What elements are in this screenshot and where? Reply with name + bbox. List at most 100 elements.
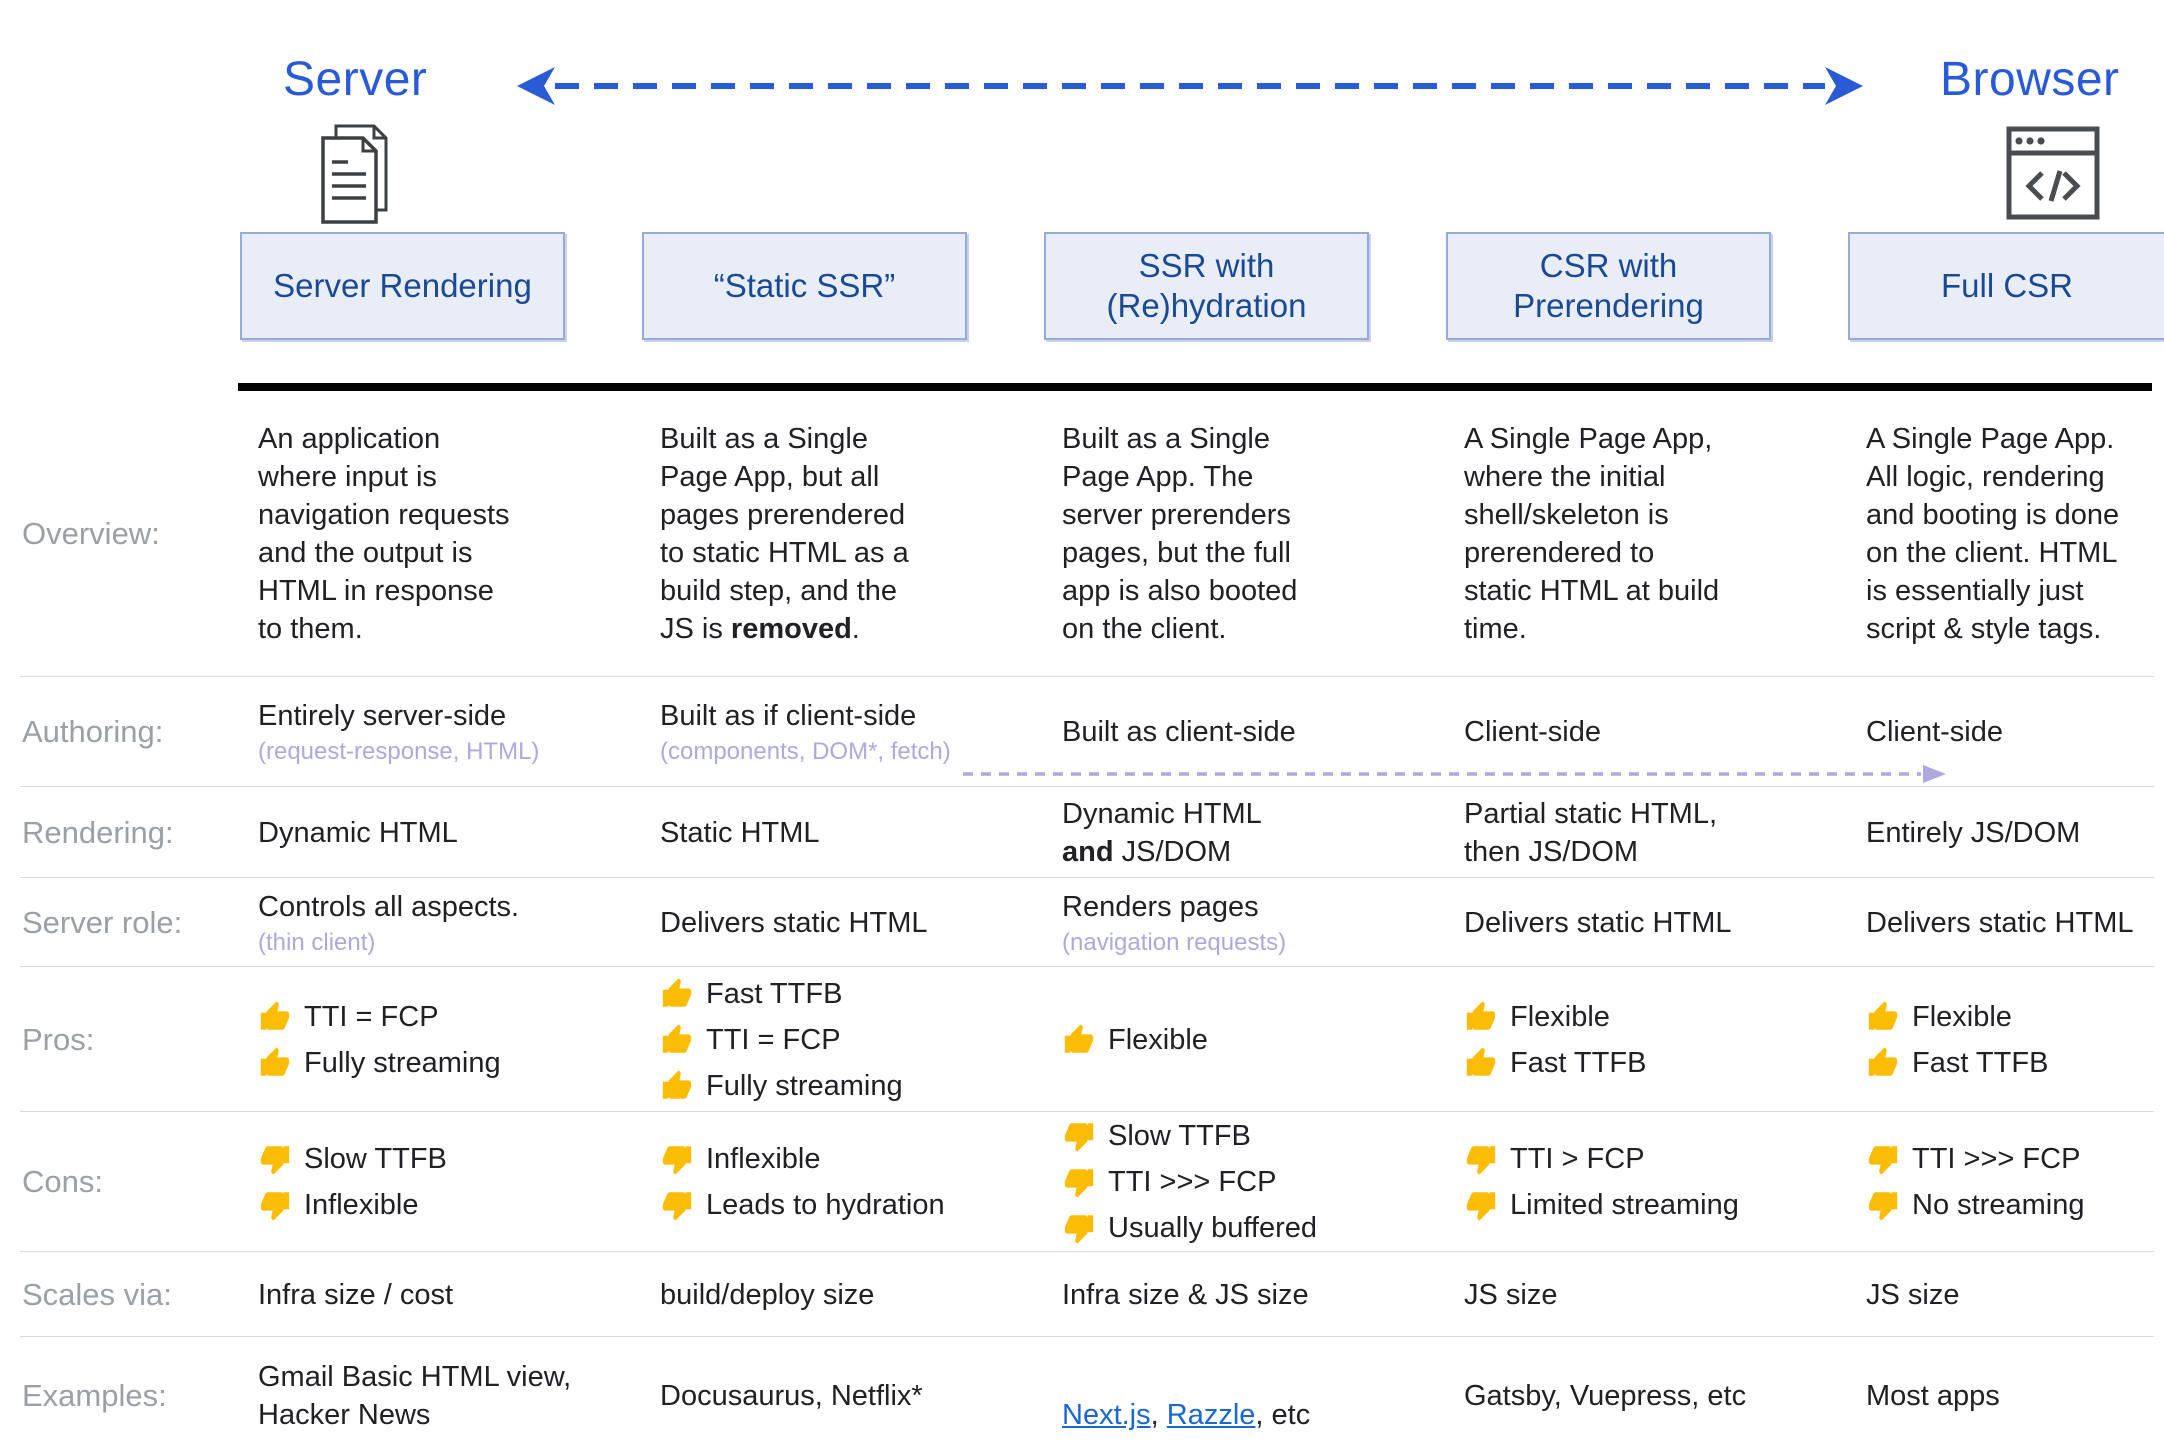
pro-item: Flexible [1062,1021,1208,1059]
row-label-examples: Examples: [22,1378,167,1413]
pro-item: Fast TTFB [660,975,842,1013]
cons-full-csr: TTI >>> FCP No streaming [1866,1112,2164,1252]
pros-ssr-rehydration: Flexible [1062,967,1407,1112]
examples-csr-prerendering: Gatsby, Vuepress, etc [1464,1380,1747,1412]
thumbs-up-icon [1868,1046,1898,1076]
column-header-full-csr: Full CSR [1848,232,2164,340]
server-role-note: (navigation requests) [1062,928,1287,956]
rendering-csr-prerendering: Partial static HTML, then JS/DOM [1464,797,1717,868]
thumbs-up-icon [662,977,692,1007]
thumbs-up-icon [260,1000,290,1030]
rendering-ssr-rehydration: Dynamic HTML and JS/DOM [1062,797,1262,868]
examples-full-csr: Most apps [1866,1380,2000,1412]
con-item: Inflexible [660,1140,820,1178]
server-endpoint-label: Server [283,53,428,106]
thumbs-down-icon [260,1192,290,1221]
overview-ssr-rehydration: Built as a Single Page App. The server p… [1062,423,1298,645]
pro-item: TTI = FCP [258,998,439,1036]
con-item: Inflexible [258,1186,418,1224]
pro-item: Flexible [1464,998,1610,1036]
row-examples: Examples: Gmail Basic HTML view, Hacker … [0,1337,2164,1455]
server-role-note: (thin client) [258,928,376,956]
con-item: Limited streaming [1464,1186,1739,1224]
overview-server-rendering: An application where input is navigation… [258,423,510,645]
overview-static-ssr: Built as a Single Page App, but all page… [660,423,909,645]
thumbs-up-icon [260,1046,290,1076]
table-top-separator [238,383,2152,391]
row-rendering: Rendering: Dynamic HTML Static HTML Dyna… [0,787,2164,878]
row-overview: Overview: An application where input is … [0,391,2164,677]
rendering-full-csr: Entirely JS/DOM [1866,816,2081,849]
thumbs-down-icon [1466,1192,1496,1221]
thumbs-up-icon [1064,1023,1094,1053]
thumbs-up-icon [662,1023,692,1053]
thumbs-down-icon [1868,1146,1898,1175]
authoring-csr-prerendering: Client-side [1464,716,1601,748]
rendering-server-rendering: Dynamic HTML [258,816,458,849]
row-pros: Pros: TTI = FCP Fully streaming Fast TTF… [0,967,2164,1112]
row-label-authoring: Authoring: [22,714,164,749]
client-side-dashed-arrow [963,765,1946,783]
thumbs-down-icon [1064,1215,1094,1244]
browser-endpoint-label: Browser [1940,53,2120,106]
cons-server-rendering: Slow TTFB Inflexible [258,1112,603,1252]
thumbs-down-icon [1868,1192,1898,1221]
document-pages-icon [321,124,388,224]
cons-static-ssr: Inflexible Leads to hydration [660,1112,1005,1252]
thumbs-up-icon [1868,1000,1898,1030]
scales-server-rendering: Infra size / cost [258,1278,454,1311]
pro-item: Fully streaming [660,1067,903,1105]
thumbs-down-icon [1064,1123,1094,1152]
row-label-cons: Cons: [22,1164,103,1199]
examples-ssr-rehydration: Next.js, Razzle, etc [1062,1399,1311,1431]
nextjs-link[interactable]: Next.js [1062,1399,1151,1431]
thumbs-down-icon [662,1146,692,1175]
con-item: TTI >>> FCP [1062,1163,1276,1201]
row-label-server-role: Server role: [22,904,183,940]
row-authoring: Authoring: Entirely server-side (request-… [0,677,2164,787]
pro-item: Fast TTFB [1866,1044,2048,1082]
con-item: TTI > FCP [1464,1140,1645,1178]
thumbs-down-icon [260,1146,290,1175]
server-role-csr-prerendering: Delivers static HTML [1464,906,1732,939]
spectrum-header: Server Browser Server Rendering “Static … [0,0,2164,391]
thumbs-up-icon [1466,1000,1496,1030]
column-header-server-rendering: Server Rendering [240,232,565,340]
rendering-static-ssr: Static HTML [660,816,820,849]
overview-csr-prerendering: A Single Page App, where the initial she… [1464,423,1720,645]
authoring-server-rendering: Entirely server-side (request-response, H… [258,700,540,765]
pros-csr-prerendering: Flexible Fast TTFB [1464,967,1809,1112]
authoring-full-csr: Client-side [1866,716,2003,748]
overview-full-csr: A Single Page App. All logic, rendering … [1866,423,2120,645]
con-item: Slow TTFB [258,1140,447,1178]
thumbs-down-icon [1466,1146,1496,1175]
row-cons: Cons: Slow TTFB Inflexible Inflexible Le… [0,1112,2164,1252]
pro-item: TTI = FCP [660,1021,841,1059]
column-header-ssr-rehydration: SSR with (Re)hydration [1044,232,1369,340]
thumbs-up-icon [662,1069,692,1099]
row-scales-via: Scales via: Infra size / cost build/depl… [0,1252,2164,1337]
authoring-ssr-rehydration: Built as client-side [1062,716,1296,748]
authoring-note: (components, DOM*, fetch) [660,738,951,765]
column-header-csr-prerendering: CSR with Prerendering [1446,232,1771,340]
scales-static-ssr: build/deploy size [660,1278,875,1311]
cons-csr-prerendering: TTI > FCP Limited streaming [1464,1112,1809,1252]
scales-full-csr: JS size [1866,1278,1960,1311]
thumbs-down-icon [1064,1169,1094,1198]
server-role-static-ssr: Delivers static HTML [660,906,928,939]
comparison-table: Overview: An application where input is … [0,391,2164,1455]
scales-ssr-rehydration: Infra size & JS size [1062,1278,1309,1311]
con-item: Leads to hydration [660,1186,945,1224]
pros-full-csr: Flexible Fast TTFB [1866,967,2164,1112]
authoring-note: (request-response, HTML) [258,738,540,765]
server-role-full-csr: Delivers static HTML [1866,906,2134,939]
row-label-scales-via: Scales via: [22,1276,172,1312]
pros-server-rendering: TTI = FCP Fully streaming [258,967,603,1112]
con-item: Slow TTFB [1062,1117,1251,1155]
pro-item: Flexible [1866,998,2012,1036]
row-label-pros: Pros: [22,1021,95,1057]
razzle-link[interactable]: Razzle [1166,1399,1256,1431]
con-item: TTI >>> FCP [1866,1140,2080,1178]
examples-server-rendering: Gmail Basic HTML view, Hacker News [258,1361,572,1431]
server-role-ssr-rehydration: Renders pages (navigation requests) [1062,890,1287,956]
